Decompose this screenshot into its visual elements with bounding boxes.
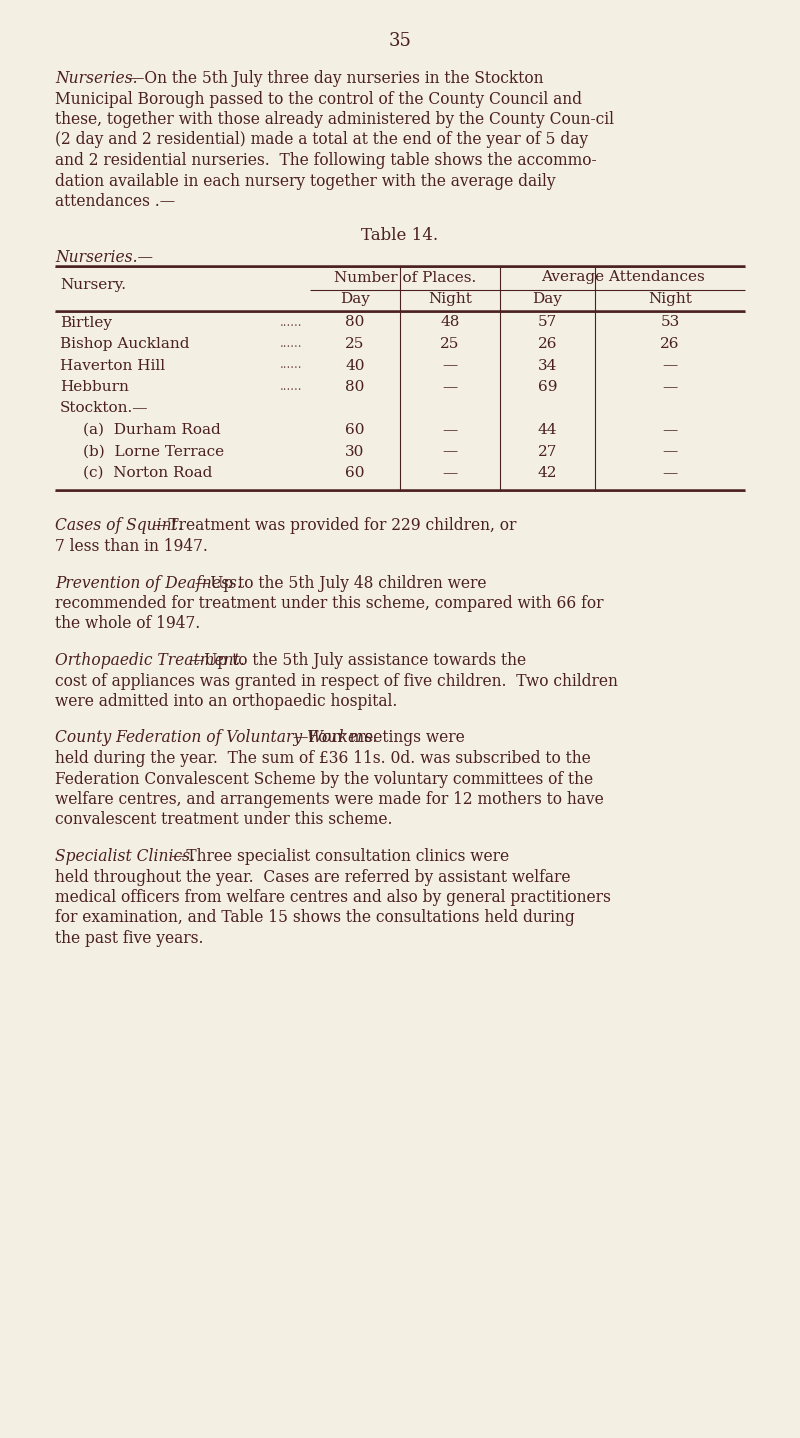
Text: Nursery.: Nursery. (60, 279, 126, 292)
Text: —: — (662, 423, 678, 437)
Text: the whole of 1947.: the whole of 1947. (55, 615, 200, 633)
Text: 30: 30 (346, 444, 365, 459)
Text: 42: 42 (538, 466, 558, 480)
Text: 26: 26 (538, 336, 558, 351)
Text: Stockton.—: Stockton.— (60, 401, 149, 416)
Text: dation available in each nursery together with the average daily: dation available in each nursery togethe… (55, 173, 556, 190)
Text: for examination, and Table 15 shows the consultations held during: for examination, and Table 15 shows the … (55, 909, 574, 926)
Text: Prevention of Deafness.: Prevention of Deafness. (55, 575, 242, 591)
Text: ......: ...... (279, 336, 302, 349)
Text: held throughout the year.  Cases are referred by assistant welfare: held throughout the year. Cases are refe… (55, 869, 570, 886)
Text: and 2 residential nurseries.  The following table shows the accommo-: and 2 residential nurseries. The followi… (55, 152, 597, 170)
Text: (c)  Norton Road: (c) Norton Road (83, 466, 212, 480)
Text: —Three specialist consultation clinics were: —Three specialist consultation clinics w… (171, 848, 509, 866)
Text: convalescent treatment under this scheme.: convalescent treatment under this scheme… (55, 811, 393, 828)
Text: Day: Day (340, 292, 370, 306)
Text: 40: 40 (346, 358, 365, 372)
Text: —Up to the 5th July 48 children were: —Up to the 5th July 48 children were (195, 575, 487, 591)
Text: Orthopaedic Treatment.: Orthopaedic Treatment. (55, 651, 245, 669)
Text: Bishop Auckland: Bishop Auckland (60, 336, 190, 351)
Text: 7 less than in 1947.: 7 less than in 1947. (55, 538, 208, 555)
Text: 35: 35 (389, 32, 411, 50)
Text: ......: ...... (279, 315, 302, 328)
Text: Number of Places.: Number of Places. (334, 270, 476, 285)
Text: —: — (662, 380, 678, 394)
Text: 26: 26 (660, 336, 680, 351)
Text: Average Attendances: Average Attendances (541, 270, 704, 285)
Text: Haverton Hill: Haverton Hill (60, 358, 165, 372)
Text: —: — (442, 423, 458, 437)
Text: —: — (442, 466, 458, 480)
Text: —: — (662, 358, 678, 372)
Text: Municipal Borough passed to the control of the County Council and: Municipal Borough passed to the control … (55, 91, 582, 108)
Text: cost of appliances was granted in respect of five children.  Two children: cost of appliances was granted in respec… (55, 673, 618, 689)
Text: Specialist Clinics.: Specialist Clinics. (55, 848, 195, 866)
Text: recommended for treatment under this scheme, compared with 66 for: recommended for treatment under this sch… (55, 595, 603, 613)
Text: —: — (442, 380, 458, 394)
Text: County Federation of Voluntary Workers.: County Federation of Voluntary Workers. (55, 729, 378, 746)
Text: 60: 60 (346, 423, 365, 437)
Text: 80: 80 (346, 380, 365, 394)
Text: 57: 57 (538, 315, 557, 329)
Text: Nurseries.—: Nurseries.— (55, 250, 153, 266)
Text: Night: Night (648, 292, 692, 306)
Text: attendances .—: attendances .— (55, 193, 175, 210)
Text: 34: 34 (538, 358, 557, 372)
Text: 69: 69 (538, 380, 558, 394)
Text: these, together with those already administered by the County Coun­cil: these, together with those already admin… (55, 111, 614, 128)
Text: Hebburn: Hebburn (60, 380, 129, 394)
Text: —Up to the 5th July assistance towards the: —Up to the 5th July assistance towards t… (190, 651, 526, 669)
Text: ......: ...... (279, 380, 302, 393)
Text: —Four meetings were: —Four meetings were (293, 729, 465, 746)
Text: 60: 60 (346, 466, 365, 480)
Text: held during the year.  The sum of £36 11s. 0d. was subscribed to the: held during the year. The sum of £36 11s… (55, 751, 590, 766)
Text: (a)  Durham Road: (a) Durham Road (83, 423, 221, 437)
Text: medical officers from welfare centres and also by general practitioners: medical officers from welfare centres an… (55, 889, 611, 906)
Text: —: — (442, 444, 458, 459)
Text: Cases of Squint.: Cases of Squint. (55, 518, 182, 535)
Text: —On the 5th July three day nurseries in the Stockton: —On the 5th July three day nurseries in … (129, 70, 543, 88)
Text: (2 day and 2 residential) made a total at the end of the year of 5 day: (2 day and 2 residential) made a total a… (55, 131, 588, 148)
Text: 25: 25 (346, 336, 365, 351)
Text: Nurseries.: Nurseries. (55, 70, 138, 88)
Text: (b)  Lorne Terrace: (b) Lorne Terrace (83, 444, 224, 459)
Text: —: — (442, 358, 458, 372)
Text: —: — (662, 466, 678, 480)
Text: 27: 27 (538, 444, 557, 459)
Text: the past five years.: the past five years. (55, 930, 203, 948)
Text: Table 14.: Table 14. (362, 227, 438, 244)
Text: were admitted into an orthopaedic hospital.: were admitted into an orthopaedic hospit… (55, 693, 398, 710)
Text: —: — (662, 444, 678, 459)
Text: Night: Night (428, 292, 472, 306)
Text: 44: 44 (538, 423, 558, 437)
Text: Federation Convalescent Scheme by the voluntary committees of the: Federation Convalescent Scheme by the vo… (55, 771, 593, 788)
Text: 80: 80 (346, 315, 365, 329)
Text: Day: Day (533, 292, 562, 306)
Text: —Treatment was provided for 229 children, or: —Treatment was provided for 229 children… (153, 518, 516, 535)
Text: 48: 48 (440, 315, 460, 329)
Text: Birtley: Birtley (60, 315, 112, 329)
Text: 53: 53 (660, 315, 680, 329)
Text: welfare centres, and arrangements were made for 12 mothers to have: welfare centres, and arrangements were m… (55, 791, 604, 808)
Text: 25: 25 (440, 336, 460, 351)
Text: ......: ...... (279, 358, 302, 371)
